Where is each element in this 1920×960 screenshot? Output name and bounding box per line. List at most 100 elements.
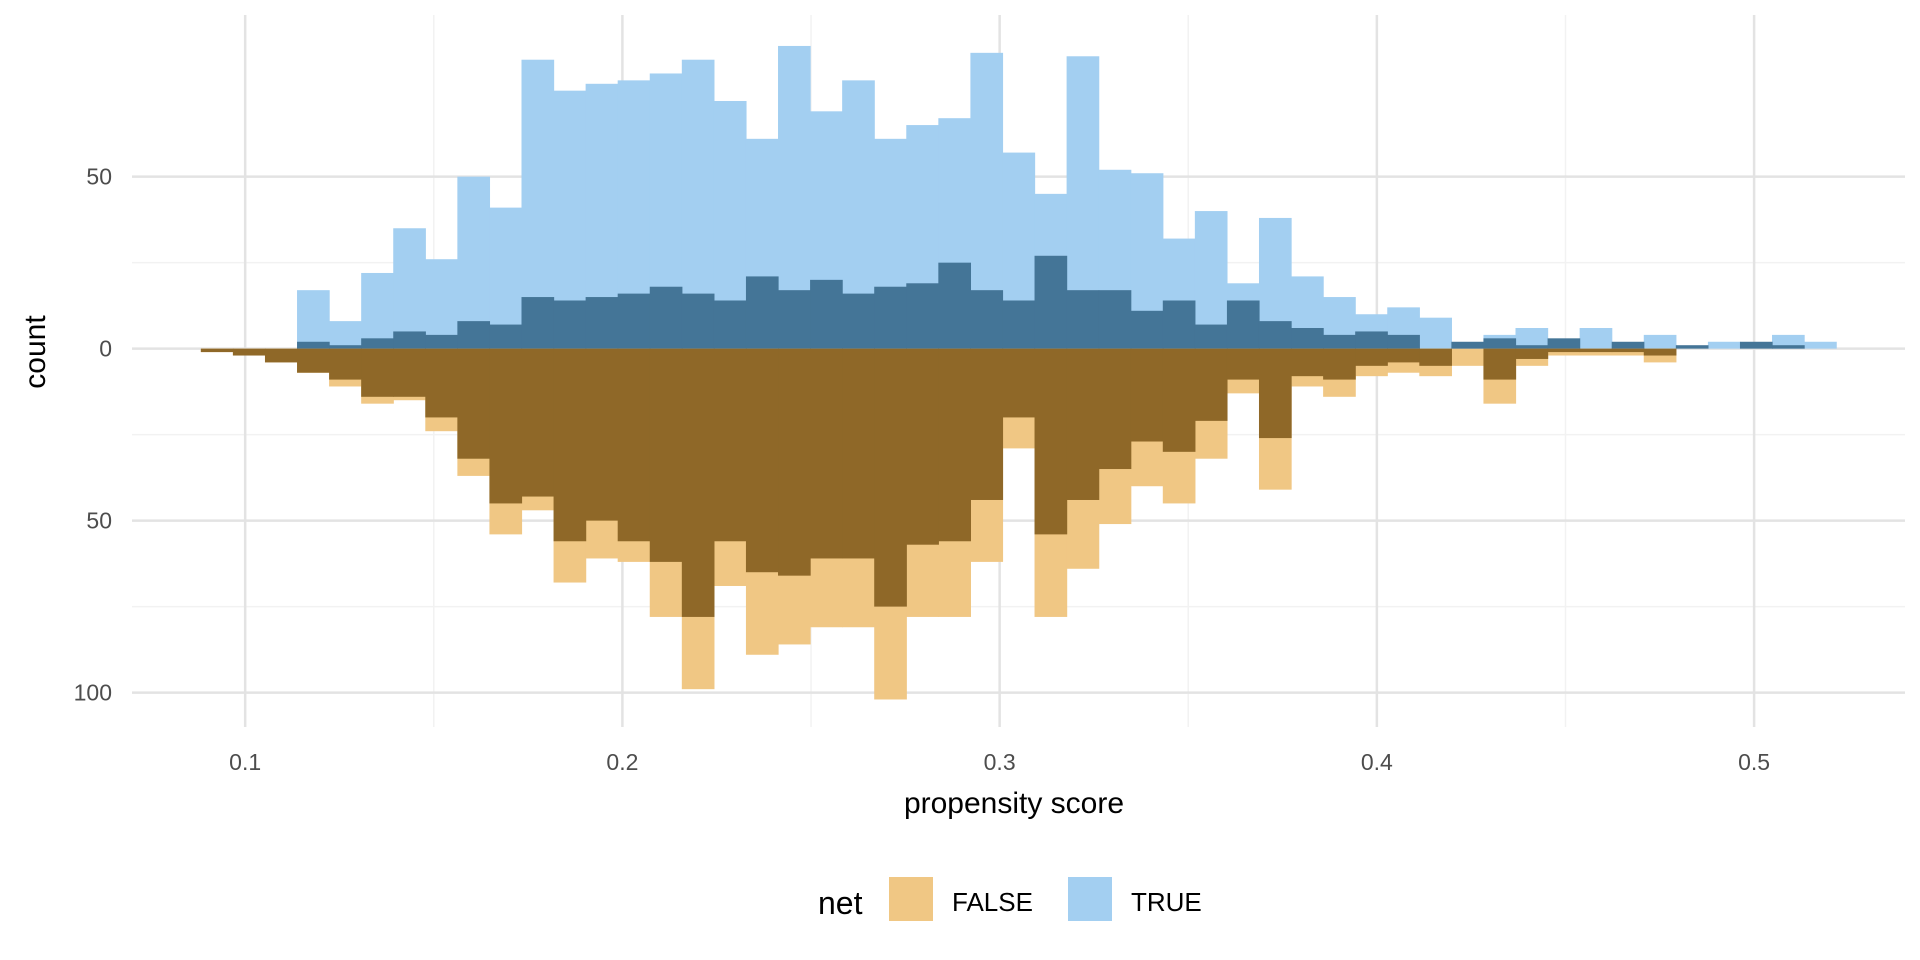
bar-true-overlap xyxy=(810,279,843,349)
bar-true xyxy=(393,228,426,349)
bar-true-overlap xyxy=(1034,255,1068,349)
bar-true-overlap xyxy=(1323,334,1356,349)
legend-title: net xyxy=(818,885,863,921)
y-tick-label: 50 xyxy=(86,164,112,190)
bar-true-overlap xyxy=(585,297,619,349)
bar-false-overlap xyxy=(553,348,587,542)
bar-true-overlap xyxy=(1226,300,1260,349)
x-tick-label: 0.2 xyxy=(606,749,638,775)
bar-false-overlap xyxy=(1098,348,1132,470)
bar-true-overlap xyxy=(745,276,779,349)
bar-false-overlap xyxy=(1387,348,1420,363)
bar-true xyxy=(1643,334,1677,349)
bar-false-overlap xyxy=(1323,348,1356,380)
bar-false-overlap xyxy=(745,348,779,573)
bar-true-overlap xyxy=(1098,290,1132,349)
bar-true-overlap xyxy=(1675,345,1709,349)
bar-true-overlap xyxy=(1387,334,1420,349)
bar-false-overlap xyxy=(361,348,394,397)
bar-false-overlap xyxy=(1194,348,1228,421)
bar-true-overlap xyxy=(1066,290,1100,349)
bar-false-overlap xyxy=(713,348,747,542)
bar-false xyxy=(1451,348,1485,366)
bar-true-overlap xyxy=(778,290,811,349)
bar-true-overlap xyxy=(1451,341,1485,349)
bar-false-overlap xyxy=(778,348,811,576)
bar-true-overlap xyxy=(1355,331,1388,349)
bar-true-overlap xyxy=(521,297,555,349)
bar-true-overlap xyxy=(874,286,907,349)
bar-false-overlap xyxy=(457,348,491,459)
bar-false-overlap xyxy=(1130,348,1164,442)
x-tick-label: 0.4 xyxy=(1361,749,1393,775)
bar-true xyxy=(361,272,394,349)
bars xyxy=(200,45,1837,700)
bar-true-overlap xyxy=(1772,345,1805,349)
bar-false-overlap xyxy=(200,348,234,353)
bar-false-overlap xyxy=(1483,348,1517,380)
bar-false-overlap xyxy=(1515,348,1549,359)
bar-true-overlap xyxy=(489,324,523,349)
bar-true-overlap xyxy=(1002,300,1036,349)
y-tick-labels: 100 50 0 50 xyxy=(74,164,112,706)
y-tick-label: 100 xyxy=(74,680,112,706)
bar-true-overlap xyxy=(1611,341,1645,349)
bar-false-overlap xyxy=(425,348,458,418)
bar-true-overlap xyxy=(1483,338,1517,349)
bar-true-overlap xyxy=(1162,300,1196,349)
bar-false-overlap xyxy=(393,348,426,397)
bar-true xyxy=(457,176,491,349)
bar-false-overlap xyxy=(810,348,843,559)
y-tick-label: 50 xyxy=(86,508,112,534)
bar-false-overlap xyxy=(1162,348,1196,452)
bar-false-overlap xyxy=(938,348,972,542)
x-tick-label: 0.3 xyxy=(984,749,1016,775)
bar-false-overlap xyxy=(874,348,907,607)
bar-true-overlap xyxy=(361,338,394,349)
bar-true-overlap xyxy=(1291,328,1324,349)
bar-true-overlap xyxy=(1194,324,1228,349)
bar-false-overlap xyxy=(1611,348,1645,353)
bar-false-overlap xyxy=(264,348,298,363)
bar-true xyxy=(1804,341,1837,349)
bar-true-overlap xyxy=(425,334,458,349)
bar-false-overlap xyxy=(329,348,362,380)
bar-true xyxy=(297,290,330,349)
bar-true xyxy=(1707,341,1741,349)
x-tick-label: 0.5 xyxy=(1738,749,1770,775)
bar-false-overlap xyxy=(1002,348,1036,418)
bar-true-overlap xyxy=(713,300,747,349)
bar-false-overlap xyxy=(1579,348,1613,353)
y-tick-label: 0 xyxy=(99,336,112,362)
legend: net FALSE TRUE xyxy=(818,877,1202,921)
bar-true-overlap xyxy=(1130,310,1164,349)
bar-true xyxy=(1515,328,1549,349)
legend-label-true: TRUE xyxy=(1131,887,1202,917)
bar-true-overlap xyxy=(1739,341,1773,349)
bar-true-overlap xyxy=(393,331,426,349)
x-tick-label: 0.1 xyxy=(229,749,261,775)
bar-false xyxy=(1611,348,1645,356)
bar-true-overlap xyxy=(1258,321,1292,349)
bar-false-overlap xyxy=(1419,348,1452,366)
bar-false-overlap xyxy=(1258,348,1292,439)
bar-false-overlap xyxy=(585,348,619,521)
bar-true-overlap xyxy=(553,300,587,349)
x-axis-title: propensity score xyxy=(904,787,1124,820)
bar-true-overlap xyxy=(457,321,491,349)
bar-false-overlap xyxy=(297,348,330,373)
bar-true-overlap xyxy=(938,262,972,349)
bar-true xyxy=(329,321,362,349)
bar-true-overlap xyxy=(617,293,651,349)
y-axis-title: count xyxy=(19,315,52,389)
legend-label-false: FALSE xyxy=(952,887,1033,917)
bar-false-overlap xyxy=(1226,348,1260,380)
bar-true-overlap xyxy=(842,293,875,349)
bar-false-overlap xyxy=(970,348,1004,500)
x-tick-labels: 0.1 0.2 0.3 0.4 0.5 xyxy=(229,749,1770,775)
legend-swatch-false xyxy=(889,877,933,921)
bar-false-overlap xyxy=(617,348,651,542)
bar-true-overlap xyxy=(297,341,330,349)
bar-true xyxy=(425,259,458,349)
